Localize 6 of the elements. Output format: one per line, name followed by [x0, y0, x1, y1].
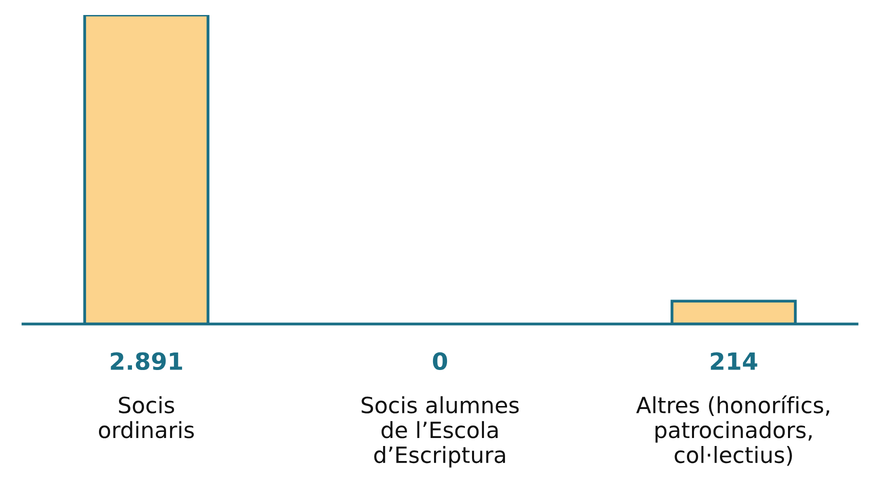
- data-label: 214: [710, 352, 758, 370]
- data-label: 0: [432, 352, 448, 370]
- data-label: 2.891: [110, 352, 182, 370]
- x-tick-label: Altres (honorífics, patrocinadors, col·lectius): [636, 395, 830, 466]
- x-tick-label: Socis ordinaris: [98, 396, 194, 438]
- x-tick-label: Socis alumnes de l’Escola d’Escriptura: [362, 396, 519, 468]
